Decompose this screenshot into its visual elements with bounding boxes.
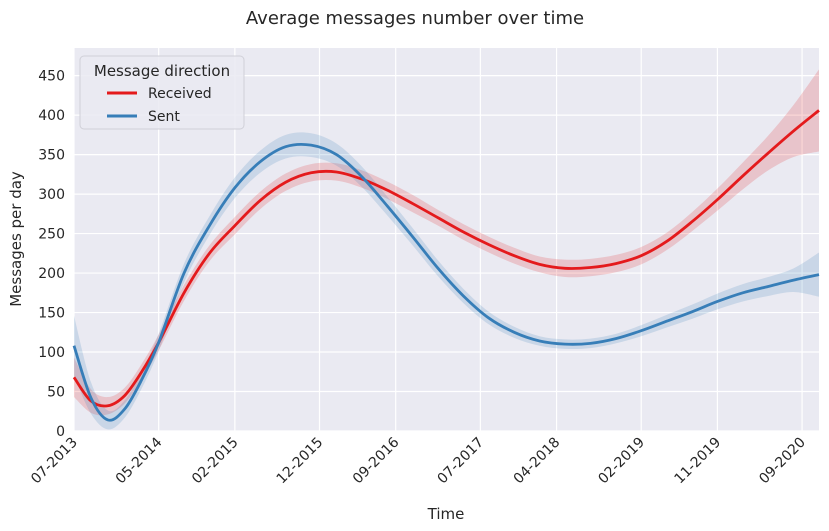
- x-tick-label: 07-2013: [28, 435, 81, 488]
- y-tick-label: 250: [38, 227, 65, 243]
- x-tick-label: 04-2018: [511, 435, 564, 488]
- x-tick-label: 02-2015: [189, 435, 242, 488]
- x-axis: 07-2013 05-2014 02-2015 12-2015 09-2016 07-20…: [28, 434, 809, 487]
- legend-label-received: Received: [148, 86, 212, 102]
- chart-title: Average messages number over time: [246, 8, 584, 29]
- legend-title: Message direction: [94, 62, 230, 80]
- line-series-sent: [72, 142, 820, 422]
- series-lines: [72, 109, 820, 422]
- y-tick-label: 200: [38, 266, 65, 282]
- x-tick-label: 11-2019: [672, 435, 725, 488]
- x-tick-label: 02-2019: [595, 435, 648, 488]
- confidence-bands: [74, 69, 819, 430]
- confidence-band-sent: [74, 132, 819, 430]
- x-axis-label: Time: [427, 505, 465, 523]
- y-tick-label: 150: [38, 306, 65, 322]
- y-tick-label: 300: [38, 187, 65, 203]
- legend-box: [79, 55, 245, 130]
- x-tick-label: 07-2017: [435, 435, 488, 488]
- x-tick-label: 05-2014: [113, 434, 166, 487]
- x-tick-label: 12-2015: [274, 435, 327, 488]
- legend-label-sent: Sent: [148, 109, 180, 125]
- y-tick-label: 400: [38, 108, 65, 124]
- y-tick-label: 0: [56, 424, 65, 440]
- x-tick-label: 09-2020: [756, 435, 809, 488]
- y-tick-label: 100: [38, 345, 65, 361]
- y-axis: 0 50 100 150 200 250 300 350 400 450: [38, 69, 65, 440]
- y-tick-label: 450: [38, 69, 65, 85]
- y-tick-label: 350: [38, 148, 65, 164]
- legend: Message direction Received Sent: [79, 55, 245, 130]
- y-tick-label: 50: [47, 385, 65, 401]
- y-axis-label: Messages per day: [7, 171, 25, 307]
- x-tick-label: 09-2016: [350, 434, 403, 487]
- confidence-band-received: [74, 69, 819, 416]
